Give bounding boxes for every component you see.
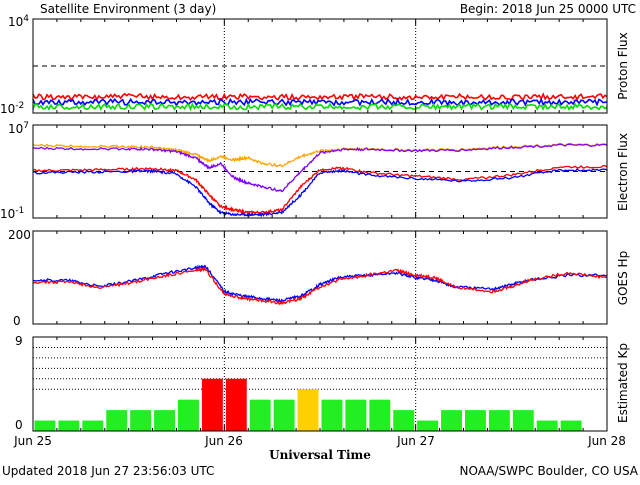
- plot-title: Satellite Environment (3 day): [40, 2, 216, 16]
- y-tick-label: 10-2: [0, 101, 24, 116]
- series-line-green: [32, 102, 608, 112]
- kp-bar: [201, 378, 223, 431]
- x-axis-label: Universal Time: [269, 448, 371, 462]
- x-tick-label: Jun 26: [204, 434, 243, 448]
- y-tick-label: 107: [8, 121, 29, 136]
- kp-bar: [58, 420, 80, 431]
- kp-bar: [488, 410, 510, 431]
- kp-bar: [345, 399, 367, 431]
- kp-bar: [225, 378, 247, 431]
- kp-bar: [273, 399, 295, 431]
- kp-bar: [321, 399, 343, 431]
- series-line-purple: [32, 143, 608, 193]
- panel-2-ylabel: Electron Flux: [616, 133, 630, 211]
- y-tick-label: 9: [15, 334, 23, 348]
- kp-bar: [297, 389, 319, 431]
- kp-bar: [82, 420, 104, 431]
- y-tick-label: 104: [8, 14, 29, 29]
- kp-bar: [130, 410, 152, 431]
- y-tick-label: 10-1: [0, 206, 24, 221]
- kp-bar: [417, 420, 439, 431]
- series-line-red: [32, 92, 608, 102]
- kp-bar: [560, 420, 582, 431]
- series-line-blue: [32, 97, 608, 107]
- series-line-blue: [32, 264, 608, 303]
- kp-bar: [512, 410, 534, 431]
- panel-4-ylabel: Estimated Kp: [616, 343, 630, 423]
- kp-bar: [106, 410, 128, 431]
- y-tick-label: 0: [15, 418, 23, 432]
- series-line-orange: [32, 142, 608, 168]
- credit-text: NOAA/SWPC Boulder, CO USA: [460, 464, 639, 478]
- y-tick-label: 0: [13, 314, 21, 328]
- kp-bar: [465, 410, 486, 431]
- kp-bar: [536, 420, 558, 431]
- kp-bar: [34, 420, 56, 431]
- series-line-red: [32, 266, 608, 306]
- panel-3-ylabel: GOES Hp: [616, 251, 630, 305]
- kp-bar: [369, 399, 391, 431]
- series-line-red: [32, 164, 608, 216]
- x-tick-label: Jun 28: [587, 434, 626, 448]
- kp-bar: [249, 399, 271, 431]
- kp-bar: [393, 410, 415, 431]
- kp-bar: [178, 399, 199, 431]
- y-tick-label: 200: [8, 228, 31, 242]
- begin-time: Begin: 2018 Jun 25 0000 UTC: [460, 2, 636, 16]
- kp-bar: [441, 410, 462, 431]
- x-tick-label: Jun 27: [396, 434, 435, 448]
- panel-frame: [32, 230, 608, 325]
- kp-bar: [154, 410, 175, 431]
- x-tick-label: Jun 25: [13, 434, 52, 448]
- panel-1-ylabel: Proton Flux: [616, 32, 630, 99]
- series-line-blue: [32, 168, 608, 218]
- updated-timestamp: Updated 2018 Jun 27 23:56:03 UTC: [2, 464, 214, 478]
